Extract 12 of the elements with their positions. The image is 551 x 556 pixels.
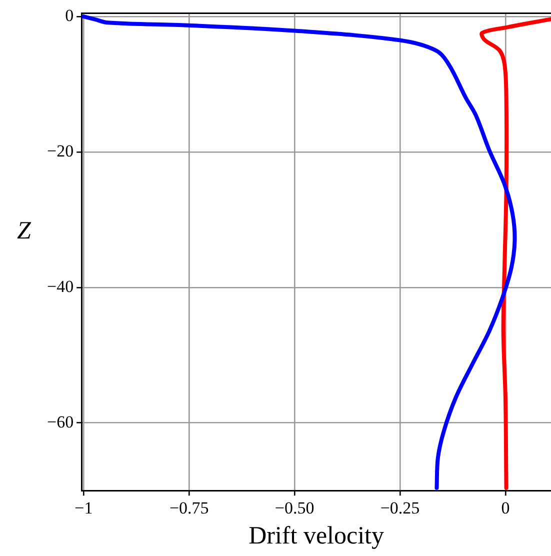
x-tick-label: 0: [501, 498, 510, 518]
y-tick-label: −20: [46, 141, 74, 160]
x-tick-label: −0.75: [169, 498, 209, 518]
x-tick-label: −1: [74, 498, 93, 518]
y-tick-label: 0: [65, 6, 74, 26]
line-series: [480, 17, 551, 490]
y-tick-label: −40: [46, 276, 74, 296]
x-tick-label: −0.50: [274, 498, 314, 518]
y-tick-label: −60: [46, 412, 74, 432]
x-tick-label: −0.25: [380, 498, 420, 518]
y-axis-title: Z: [17, 217, 32, 244]
x-axis-title: Drift velocity: [248, 522, 384, 550]
